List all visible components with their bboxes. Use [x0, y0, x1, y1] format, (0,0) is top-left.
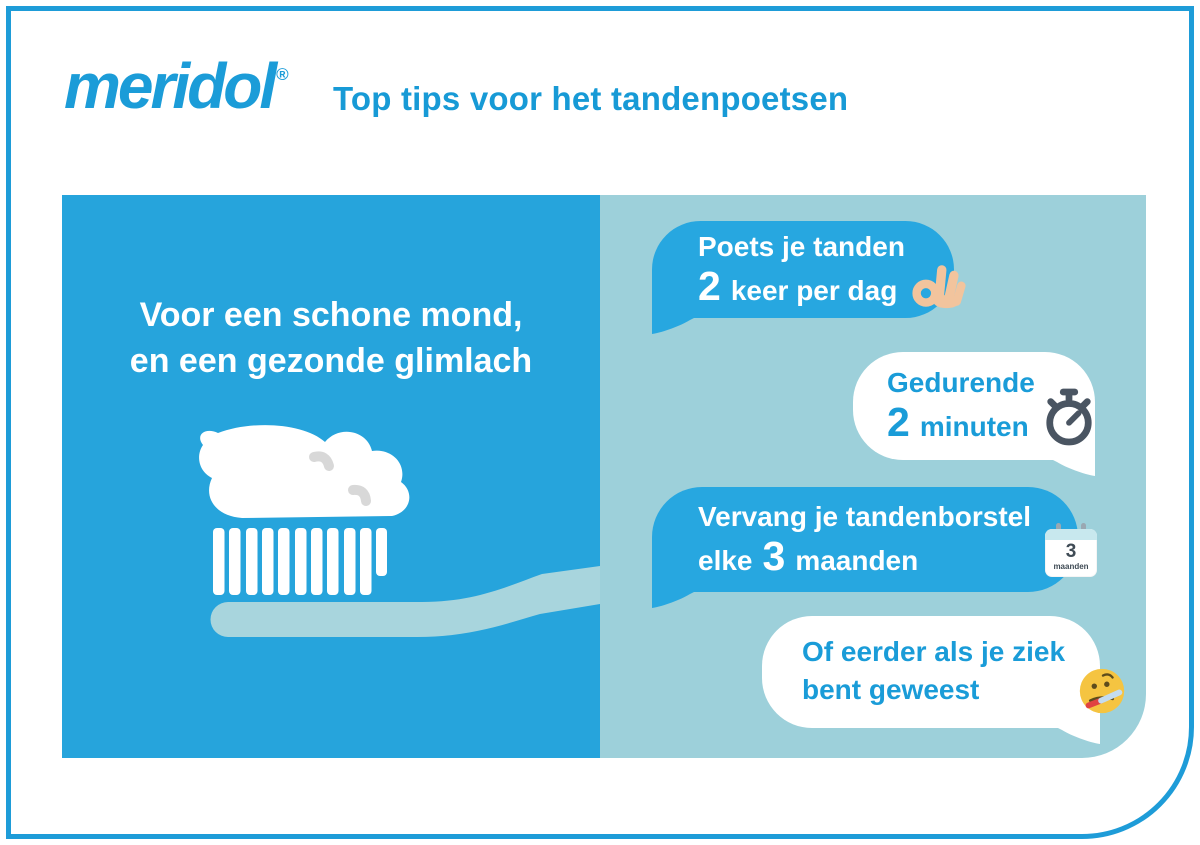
tip-bubble-two-minutes: Gedurende 2 minuten [853, 352, 1095, 476]
page-title: Top tips voor het tandenpoetsen [333, 80, 849, 117]
bubble-text: Vervang je tandenborstel elke 3 maanden [698, 499, 1031, 581]
registered-mark: ® [276, 64, 289, 84]
bubble-line2: bent geweest [802, 670, 1065, 710]
bubble-text: Gedurende 2 minuten [887, 365, 1035, 447]
bubble-text: Poets je tanden 2 keer per dag [698, 229, 905, 311]
bubble-line2-number: 3 [762, 532, 786, 579]
toothpaste-blob [199, 425, 410, 518]
bubble-line2-text: minuten [919, 411, 1029, 442]
toothbrush-illustration [199, 425, 600, 637]
calendar-number: 3 [1065, 541, 1077, 562]
ok-hand-icon [911, 254, 967, 310]
bubble-tail [1056, 727, 1100, 744]
bubble-tail [652, 591, 696, 608]
bubble-tail [1051, 459, 1095, 476]
bubble-text: Of eerder als je ziek bent geweest [802, 634, 1065, 710]
toothbrush-handle [210, 566, 600, 637]
tip-bubble-replace-brush: Vervang je tandenborstel elke 3 maanden … [652, 487, 1097, 608]
bubble-line1: Gedurende [887, 367, 1035, 398]
headline-line1: Voor een schone mond, [139, 296, 523, 334]
stopwatch-icon [1043, 388, 1095, 446]
left-panel: Voor een schone mond, en een gezonde gli… [62, 195, 600, 758]
bubble-line1: Vervang je tandenborstel [698, 500, 1031, 532]
bubble-line2: 2 minuten [887, 401, 1035, 447]
calendar-icon: 3 maanden [1045, 523, 1097, 580]
bubble-line2: 2 keer per dag [698, 265, 905, 311]
calendar-body: 3 maanden [1045, 529, 1097, 577]
headline: Voor een schone mond, en een gezonde gli… [62, 292, 600, 384]
tip-bubble-brush-twice: Poets je tanden 2 keer per dag [652, 221, 966, 334]
bubble-line2-pre: elke [698, 544, 753, 576]
bubble-line2-text: keer per dag [730, 274, 898, 306]
bubble-tail [652, 317, 696, 334]
bubble-line2-text: bent geweest [802, 674, 980, 705]
toothbrush-bristles [213, 528, 387, 595]
bubble-line1: Of eerder als je ziek [802, 636, 1066, 667]
sick-face-icon [1075, 664, 1129, 718]
calendar-header-band [1045, 529, 1097, 540]
bubble-line2-number: 2 [887, 399, 910, 445]
calendar-label: maanden [1053, 562, 1089, 571]
bubble-line2: elke 3 maanden [698, 535, 1031, 581]
bubble-line2-text: maanden [795, 544, 919, 576]
meridol-logo: meridol ® [64, 54, 289, 118]
headline-line2: en een gezonde glimlach [129, 342, 533, 380]
logo-text: meridol [64, 50, 277, 122]
bubble-line1: Poets je tanden [698, 230, 905, 262]
tip-bubble-after-illness: Of eerder als je ziek bent geweest [762, 616, 1125, 744]
bubble-line2-number: 2 [698, 262, 721, 309]
